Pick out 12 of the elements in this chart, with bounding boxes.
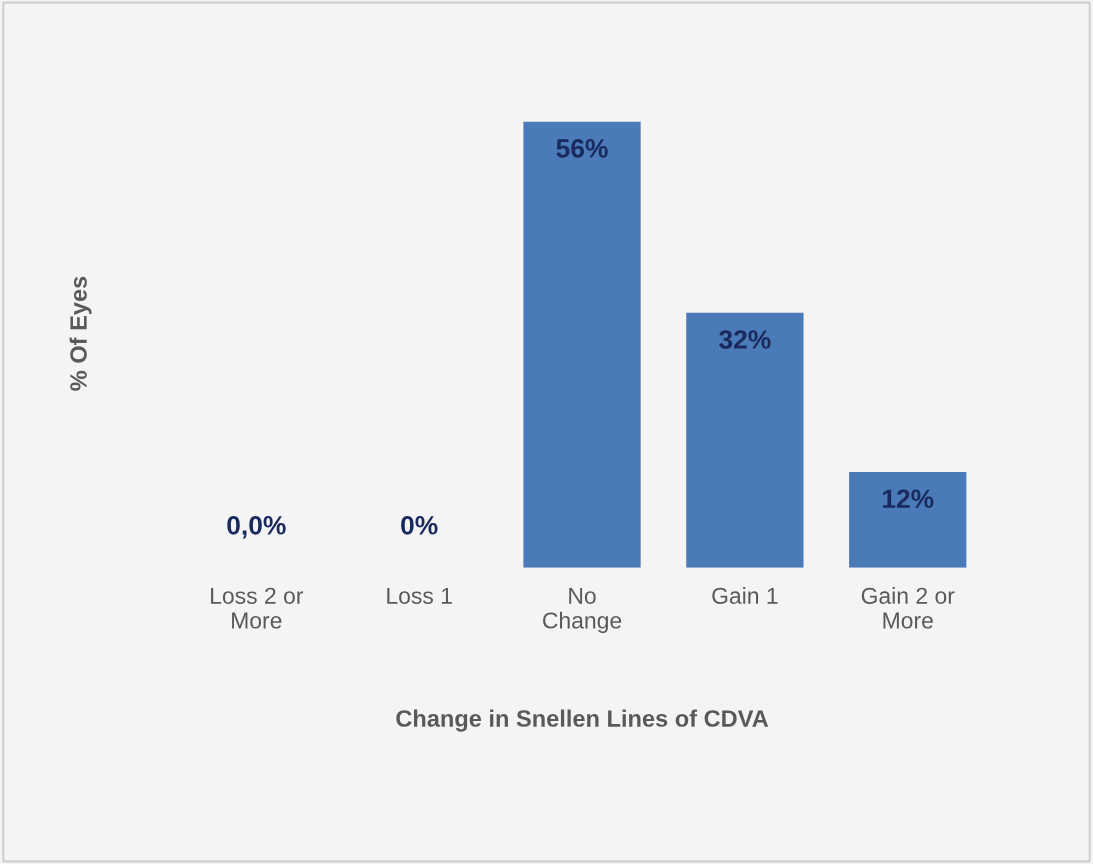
y-axis-title: % Of Eyes — [69, 276, 92, 391]
x-tick-label: Loss 2 or More — [211, 587, 304, 629]
data-label: 0% — [401, 515, 438, 535]
data-label: 32% — [719, 330, 771, 349]
data-label: 0,0% — [227, 515, 286, 539]
x-tick-label: Gain 1 — [712, 587, 778, 604]
x-tick-label: Loss 1 — [387, 587, 452, 604]
x-tick-label: Gain 2 or More — [861, 587, 955, 629]
data-label: 56% — [556, 139, 608, 158]
x-axis-title: Change in Snellen Lines of CDVA — [396, 709, 769, 732]
x-tick-label: No Change — [543, 587, 622, 634]
data-label: 12% — [882, 489, 934, 509]
